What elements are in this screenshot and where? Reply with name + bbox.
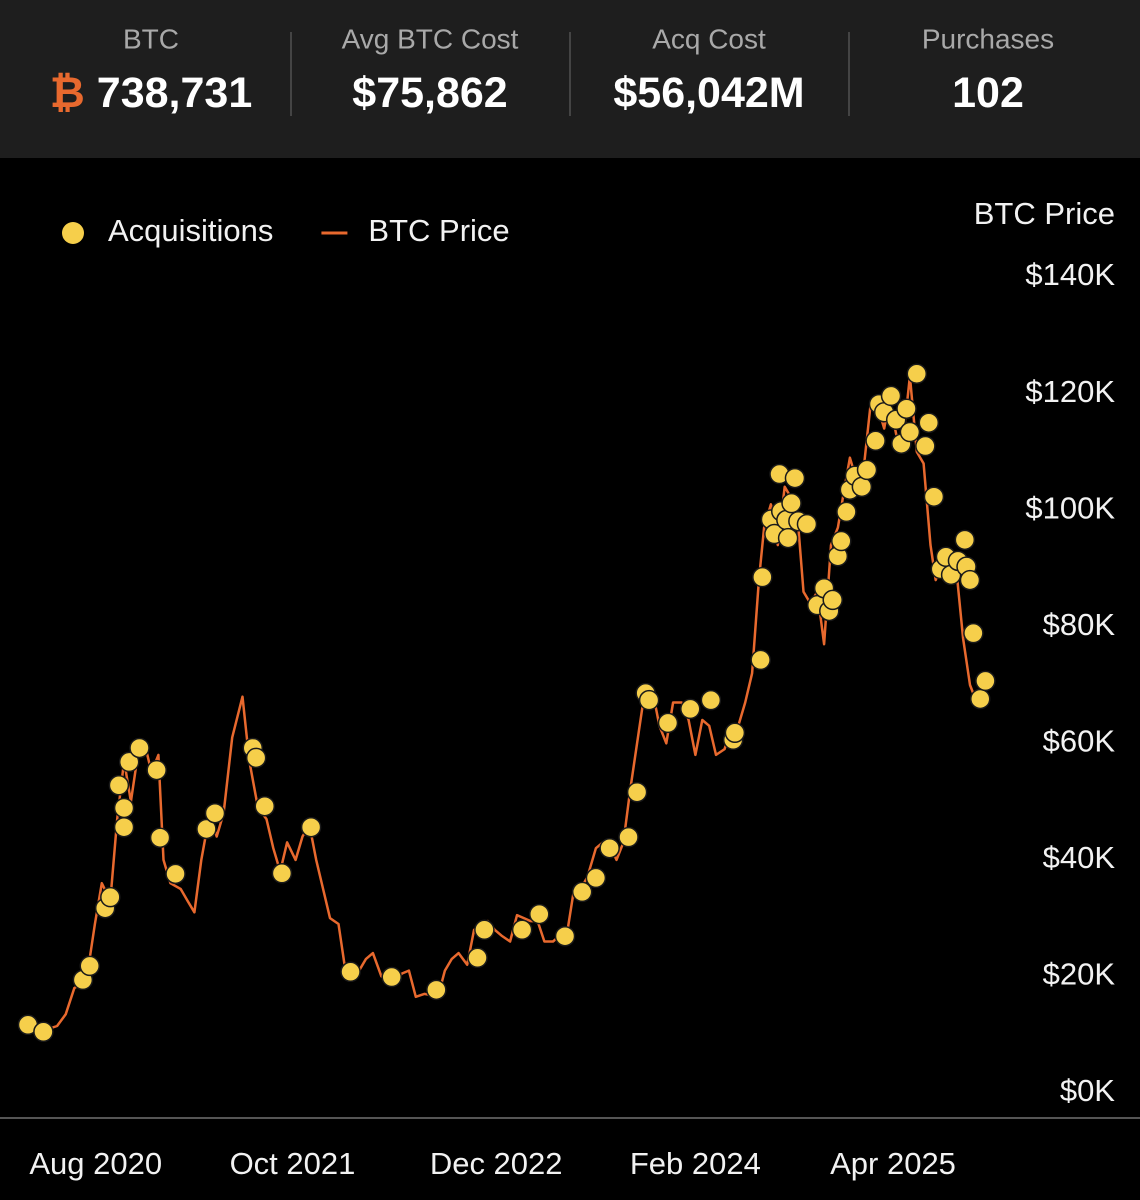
acquisition-point: [975, 670, 996, 692]
acquisition-point: [599, 837, 620, 859]
acquisition-point: [271, 863, 293, 884]
acquisition-point: [822, 589, 843, 611]
y-tick-label: $60K: [1043, 723, 1116, 758]
x-tick-label: Apr 2025: [830, 1146, 956, 1181]
acquisition-point: [784, 467, 806, 489]
acquisition-point: [426, 979, 447, 1001]
acquisition-point: [165, 863, 186, 885]
y-axis-title: BTC Price: [974, 196, 1115, 231]
acquisition-point: [118, 751, 140, 773]
btc-symbol: ₿: [50, 69, 85, 117]
acquisition-point: [700, 689, 722, 711]
x-tick-label: Feb 2024: [630, 1146, 761, 1181]
acquisition-point: [724, 722, 746, 744]
y-tick-label: $0K: [1060, 1073, 1115, 1108]
acquisition-point: [100, 886, 121, 908]
acquisition-point: [750, 649, 771, 671]
acquisition-point: [626, 781, 648, 803]
stat-value: $75,862: [352, 69, 507, 117]
y-tick-label: $100K: [1025, 490, 1115, 525]
acquisition-point: [856, 459, 878, 481]
y-tick-label: $40K: [1043, 840, 1116, 875]
acquisition-point: [529, 903, 550, 925]
stat-value-number: 738,731: [97, 69, 252, 117]
acquisition-point: [906, 363, 928, 385]
acquisition-point: [680, 698, 701, 720]
acquisition-point: [467, 947, 488, 969]
stat-value: ₿ 738,731: [50, 69, 252, 117]
legend-label: Acquisitions: [108, 213, 273, 248]
acquisition-point: [245, 747, 267, 769]
acquisition-point: [752, 566, 773, 588]
acquisition-point: [781, 492, 802, 514]
acquisition-point: [196, 818, 217, 840]
legend-label: BTC Price: [368, 213, 509, 248]
acquisition-point: [959, 569, 981, 591]
acquisition-point: [638, 689, 660, 711]
acquisition-point: [657, 712, 679, 734]
y-tick-label: $140K: [1025, 257, 1115, 292]
acquisition-point: [851, 476, 873, 498]
y-tick-label: $120K: [1025, 374, 1115, 409]
acquisition-point: [585, 867, 607, 889]
acquisition-point: [796, 513, 818, 535]
plot: BTC Price $0K $20K $40K $60K $80K $100K $120K $1…: [0, 196, 1140, 1181]
acquisition-point: [831, 530, 852, 552]
stat-value: $56,042M: [613, 69, 804, 117]
x-tick-label: Oct 2021: [230, 1146, 356, 1181]
acquisition-point: [554, 925, 576, 947]
acquisition-point: [474, 919, 495, 941]
acquisition-point: [918, 412, 940, 433]
acquisition-point: [300, 816, 322, 838]
acquisition-point: [963, 622, 984, 644]
acquisition-point: [204, 802, 226, 824]
acquisition-point: [836, 501, 857, 523]
acquisition-point: [954, 529, 976, 551]
acquisition-point: [79, 955, 100, 977]
y-tick-label: $20K: [1043, 957, 1116, 992]
legend-marker: [62, 222, 84, 244]
acquisition-point: [915, 435, 936, 457]
acquisition-point: [571, 881, 593, 903]
y-tick-label: $80K: [1043, 607, 1116, 642]
stats: BTC ₿ 738,731 Avg BTC Cost $75,862 Acq Cost $5…: [50, 23, 1054, 117]
stat-label: Avg BTC Cost: [342, 23, 519, 54]
acquisition-point: [923, 486, 945, 507]
acquisition-point: [340, 961, 361, 983]
acquisition-point: [618, 826, 639, 848]
stat-value-number: $56,042M: [613, 69, 804, 117]
stat-value-number: 102: [952, 69, 1024, 117]
acquisition-point: [146, 759, 167, 781]
acquisition-point: [899, 421, 921, 443]
acquisition-point: [113, 797, 135, 819]
stat-label: BTC: [123, 23, 179, 54]
acquisition-point: [149, 827, 171, 848]
acquisition-point: [108, 775, 130, 796]
acquisition-point: [880, 385, 902, 407]
stat-label: Acq Cost: [652, 23, 766, 54]
acquisition-point: [970, 688, 991, 710]
acquisition-point: [129, 737, 150, 759]
acquisition-point: [33, 1021, 54, 1043]
x-tick-label: Dec 2022: [430, 1146, 563, 1181]
acquisition-point: [381, 966, 402, 988]
stat-label: Purchases: [922, 23, 1054, 54]
acquisition-point: [896, 398, 917, 419]
acquisition-point: [511, 919, 533, 941]
acquisition-point: [254, 795, 276, 817]
stat-value: 102: [952, 69, 1024, 117]
stat-value-number: $75,862: [352, 69, 507, 117]
legend: Acquisitions BTC Price: [62, 213, 510, 248]
acquisition-point: [865, 430, 886, 452]
acquisition-point: [777, 527, 799, 549]
x-tick-label: Aug 2020: [29, 1146, 162, 1181]
acquisition-point: [113, 816, 135, 838]
